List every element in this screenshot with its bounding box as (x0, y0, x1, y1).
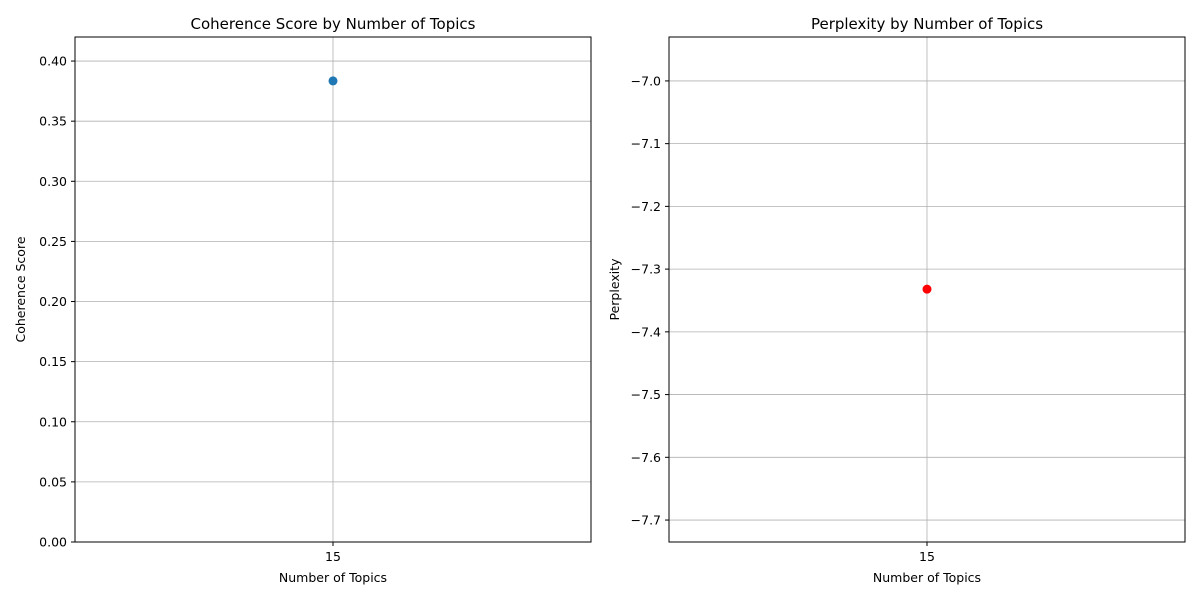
perplexity-x-tick-label: 15 (919, 549, 935, 564)
coherence-y-tick-label: 0.40 (39, 54, 67, 69)
coherence-y-tick-label: 0.30 (39, 174, 67, 189)
perplexity-points (922, 284, 932, 294)
coherence-data-point[interactable] (328, 76, 338, 86)
coherence-chart-title: Coherence Score by Number of Topics (191, 15, 476, 33)
coherence-grid (75, 37, 591, 543)
coherence-chart: 0.00 0.05 0.10 0.15 0.20 0.25 0.30 0.35 0.40 15 C… (13, 15, 592, 585)
coherence-y-tick-label: 0.10 (39, 414, 67, 429)
coherence-x-axis-label: Number of Topics (279, 570, 387, 585)
perplexity-y-tick-label: −7.0 (631, 73, 661, 88)
perplexity-data-point[interactable] (922, 284, 932, 294)
perplexity-y-tick-label: −7.4 (631, 324, 661, 339)
coherence-y-tick-label: 0.20 (39, 294, 67, 309)
perplexity-y-tick-label: −7.3 (631, 262, 661, 277)
perplexity-y-tick-label: −7.6 (631, 450, 661, 465)
perplexity-y-axis-label: Perplexity (607, 258, 622, 321)
coherence-x-tick-label: 15 (325, 549, 341, 564)
coherence-y-tick-label: 0.05 (39, 474, 67, 489)
perplexity-grid (669, 37, 1185, 542)
perplexity-x-axis-label: Number of Topics (873, 570, 981, 585)
perplexity-y-tick-label: −7.5 (631, 387, 661, 402)
coherence-y-tick-label: 0.25 (39, 234, 67, 249)
coherence-ticks: 0.00 0.05 0.10 0.15 0.20 0.25 0.30 0.35 0.40 15 (39, 54, 341, 564)
perplexity-chart: −7.7 −7.6 −7.5 −7.4 −7.3 −7.2 −7.1 −7.0 15 Perpl… (607, 15, 1186, 585)
coherence-y-tick-label: 0.15 (39, 354, 67, 369)
perplexity-chart-title: Perplexity by Number of Topics (811, 15, 1043, 33)
coherence-points (328, 76, 338, 86)
coherence-y-tick-label: 0.35 (39, 114, 67, 129)
coherence-y-axis-label: Coherence Score (13, 236, 28, 342)
perplexity-y-tick-label: −7.7 (631, 513, 661, 528)
perplexity-ticks: −7.7 −7.6 −7.5 −7.4 −7.3 −7.2 −7.1 −7.0 15 (631, 73, 935, 564)
perplexity-y-tick-label: −7.2 (631, 199, 661, 214)
coherence-y-tick-label: 0.00 (39, 535, 67, 550)
perplexity-y-tick-label: −7.1 (631, 136, 661, 151)
